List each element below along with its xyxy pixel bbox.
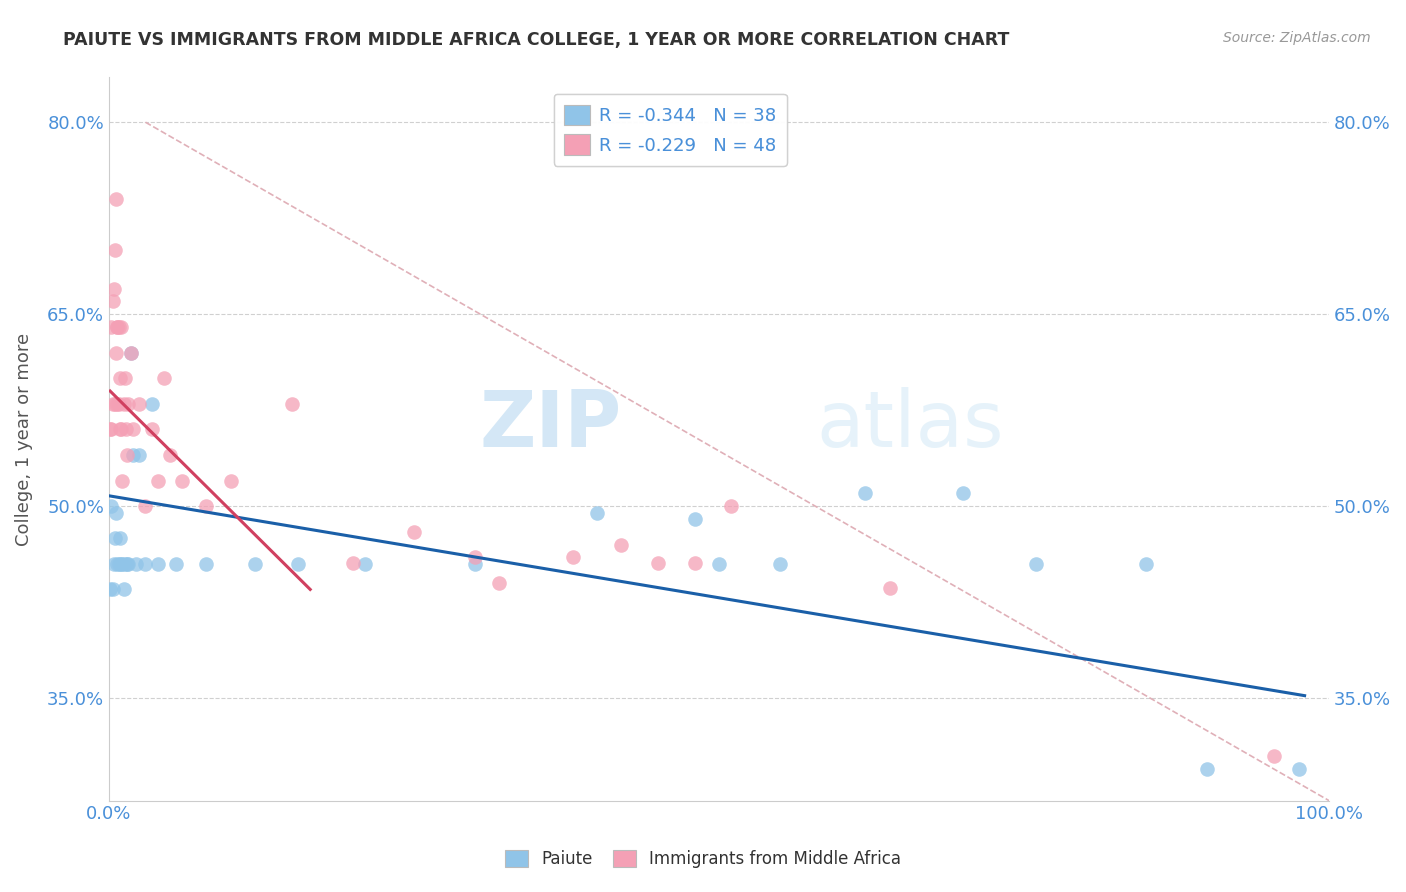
Point	[853, 486, 876, 500]
Point	[112, 397, 135, 411]
Point	[111, 474, 134, 488]
Point	[111, 557, 134, 571]
Text: PAIUTE VS IMMIGRANTS FROM MIDDLE AFRICA COLLEGE, 1 YEAR OR MORE CORRELATION CHAR: PAIUTE VS IMMIGRANTS FROM MIDDLE AFRICA …	[63, 31, 1010, 49]
Point	[117, 557, 139, 571]
Point	[110, 320, 132, 334]
Point	[115, 422, 138, 436]
Point	[120, 345, 142, 359]
Point	[683, 512, 706, 526]
Point	[146, 557, 169, 571]
Point	[105, 506, 128, 520]
Point	[107, 397, 129, 411]
Point	[134, 557, 156, 571]
Point	[104, 531, 127, 545]
Point	[105, 345, 128, 359]
Point	[769, 557, 792, 571]
Point	[98, 422, 121, 436]
Point	[683, 556, 706, 570]
Point	[488, 576, 510, 591]
Point	[141, 397, 163, 411]
Point	[114, 557, 136, 571]
Point	[101, 294, 124, 309]
Point	[120, 345, 142, 359]
Point	[112, 582, 135, 597]
Point	[195, 557, 218, 571]
Point	[281, 397, 304, 411]
Point	[122, 422, 145, 436]
Point	[108, 371, 131, 385]
Point	[561, 550, 583, 565]
Point	[1288, 762, 1310, 776]
Point	[110, 557, 132, 571]
Point	[110, 422, 132, 436]
Point	[107, 320, 129, 334]
Point	[610, 538, 633, 552]
Point	[114, 371, 136, 385]
Point	[107, 557, 129, 571]
Point	[287, 557, 309, 571]
Point	[647, 556, 669, 570]
Point	[165, 557, 187, 571]
Point	[141, 422, 163, 436]
Point	[115, 448, 138, 462]
Point	[1025, 557, 1047, 571]
Text: Source: ZipAtlas.com: Source: ZipAtlas.com	[1223, 31, 1371, 45]
Point	[707, 557, 730, 571]
Point	[134, 500, 156, 514]
Point	[354, 557, 377, 571]
Point	[402, 524, 425, 539]
Point	[172, 474, 194, 488]
Point	[104, 397, 127, 411]
Point	[464, 557, 486, 571]
Point	[104, 244, 127, 258]
Point	[108, 422, 131, 436]
Y-axis label: College, 1 year or more: College, 1 year or more	[15, 333, 32, 546]
Point	[952, 486, 974, 500]
Legend: R = -0.344   N = 38, R = -0.229   N = 48: R = -0.344 N = 38, R = -0.229 N = 48	[554, 94, 787, 166]
Point	[107, 320, 129, 334]
Point	[464, 550, 486, 565]
Point	[101, 582, 124, 597]
Point	[122, 448, 145, 462]
Point	[108, 531, 131, 545]
Point	[100, 500, 122, 514]
Point	[1135, 557, 1157, 571]
Point	[107, 557, 129, 571]
Point	[103, 282, 125, 296]
Point	[152, 371, 174, 385]
Point	[98, 582, 121, 597]
Text: ZIP: ZIP	[479, 386, 621, 463]
Point	[245, 557, 267, 571]
Point	[117, 397, 139, 411]
Point	[342, 556, 364, 570]
Point	[101, 397, 124, 411]
Point	[107, 397, 129, 411]
Point	[159, 448, 181, 462]
Point	[100, 422, 122, 436]
Point	[1195, 762, 1218, 776]
Point	[103, 557, 125, 571]
Point	[128, 448, 150, 462]
Point	[146, 474, 169, 488]
Point	[195, 500, 218, 514]
Point	[100, 320, 122, 334]
Text: atlas: atlas	[817, 386, 1004, 463]
Point	[105, 192, 128, 206]
Point	[125, 557, 148, 571]
Point	[720, 500, 742, 514]
Point	[879, 581, 901, 595]
Legend: Paiute, Immigrants from Middle Africa: Paiute, Immigrants from Middle Africa	[498, 843, 908, 875]
Point	[107, 320, 129, 334]
Point	[128, 397, 150, 411]
Point	[586, 506, 609, 520]
Point	[219, 474, 242, 488]
Point	[1263, 748, 1285, 763]
Point	[115, 557, 138, 571]
